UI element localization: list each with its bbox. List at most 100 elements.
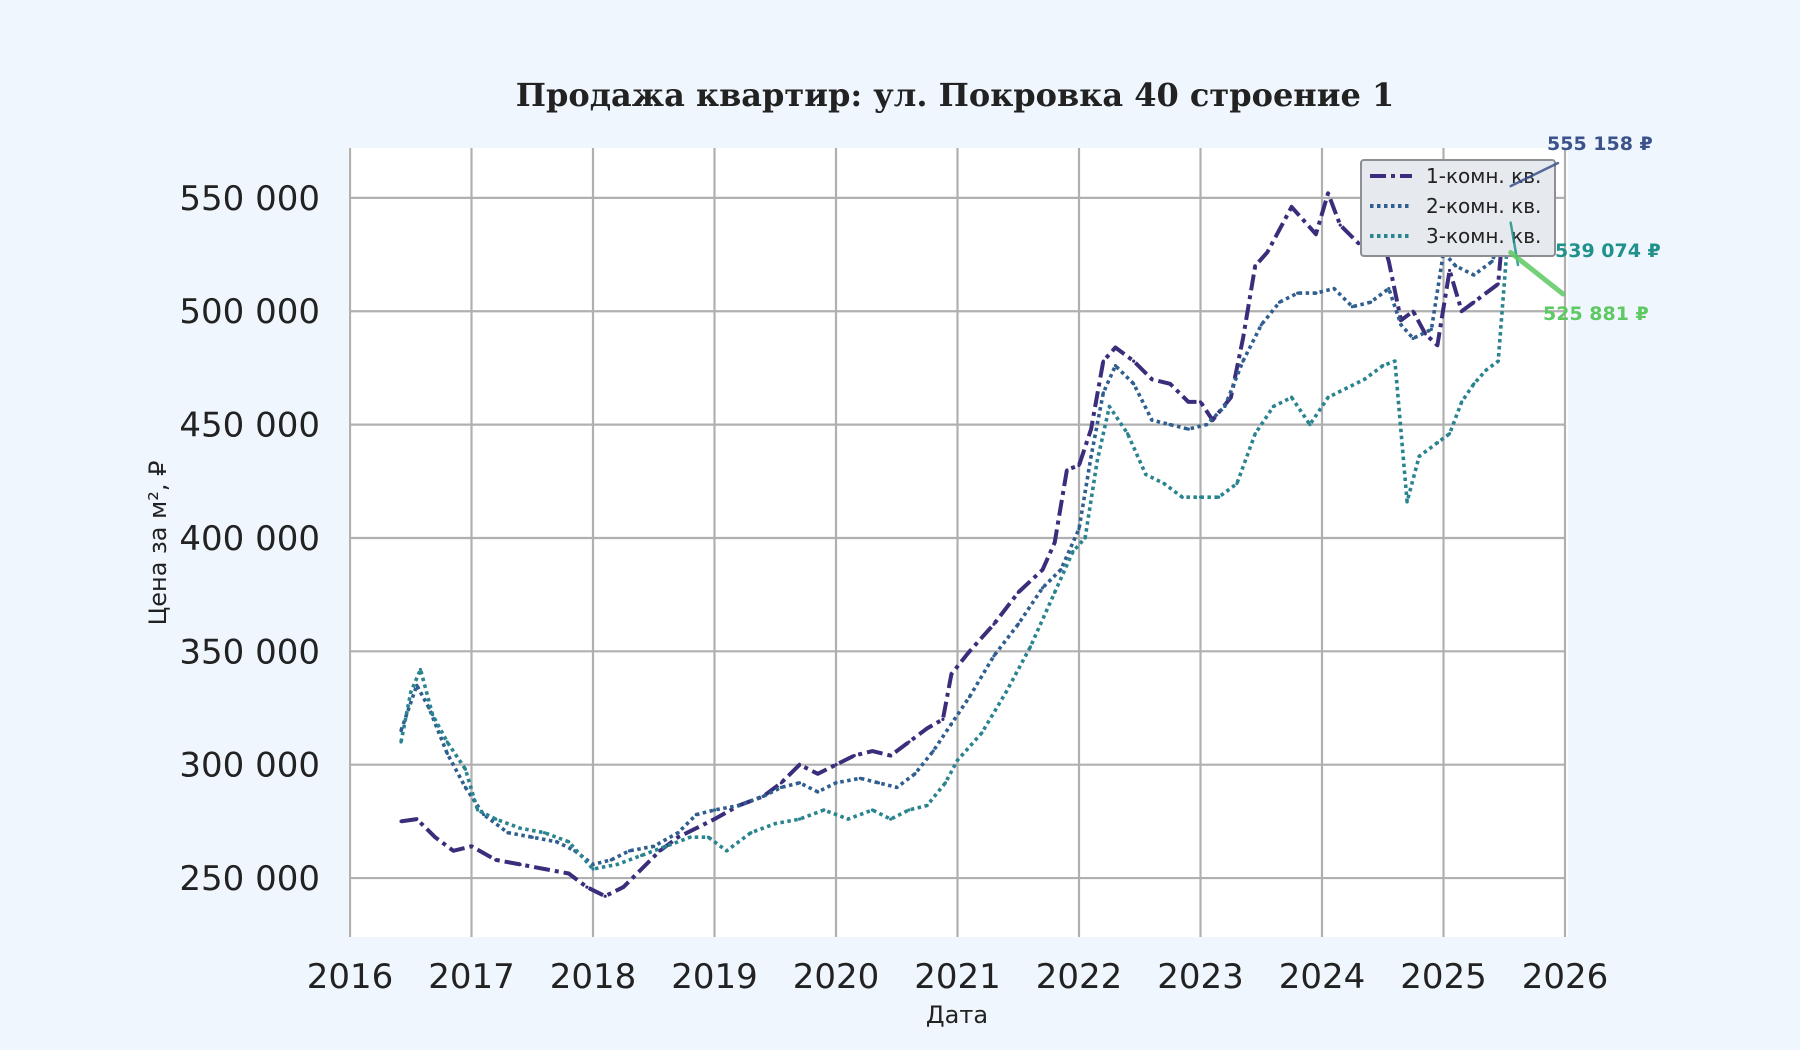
grid-layer [348, 148, 1567, 937]
data-point [1399, 323, 1403, 327]
data-point [925, 803, 929, 808]
y-tick-label: 500 000 [179, 292, 320, 332]
data-point [603, 894, 607, 898]
data-point [1132, 382, 1136, 386]
data-point [870, 808, 875, 812]
y-tick-label: 300 000 [179, 746, 320, 786]
data-point [941, 717, 945, 721]
y-tick-label: 450 000 [179, 406, 320, 446]
data-point [1198, 400, 1203, 404]
data-point [779, 785, 783, 789]
y-tick-label: 550 000 [179, 179, 320, 219]
data-point [542, 867, 547, 871]
y-tick-label: 400 000 [179, 519, 320, 559]
data-point [451, 849, 455, 853]
data-point [415, 683, 419, 687]
series-2 [399, 221, 1509, 867]
data-point [640, 853, 644, 857]
data-point [530, 835, 534, 839]
data-point [1259, 323, 1263, 327]
data-point [968, 695, 972, 699]
data-point [1028, 645, 1032, 649]
data-point [1150, 377, 1154, 381]
data-point [567, 871, 571, 876]
data-point [797, 817, 802, 821]
data-point [640, 867, 644, 871]
data-point [615, 862, 619, 867]
data-point [749, 831, 753, 835]
data-point [676, 831, 680, 835]
data-point [1113, 364, 1118, 368]
data-point [1168, 382, 1172, 386]
data-point [1350, 305, 1354, 309]
data-point [1071, 549, 1075, 554]
data-point [1496, 359, 1500, 363]
data-point [1101, 391, 1105, 395]
data-point [1381, 364, 1385, 368]
data-point [1290, 395, 1294, 399]
data-point [858, 776, 862, 780]
data-point [1186, 427, 1190, 431]
data-point [475, 808, 480, 812]
data-point [773, 822, 777, 826]
data-point [664, 844, 668, 848]
data-point [445, 751, 449, 755]
data-point [797, 781, 802, 785]
data-point [834, 781, 838, 785]
data-point [431, 713, 435, 717]
data-point [968, 649, 972, 653]
legend-label: 2-комн. кв. [1426, 194, 1541, 218]
data-point [876, 781, 881, 785]
data-point [816, 772, 820, 776]
data-point [870, 749, 875, 753]
data-point [1369, 300, 1373, 304]
data-point [1332, 286, 1336, 291]
data-point [652, 844, 656, 848]
data-point [399, 819, 403, 823]
data-point [1162, 481, 1166, 486]
data-point [1405, 500, 1409, 504]
data-point [1417, 454, 1421, 458]
data-point [1077, 463, 1081, 468]
data-point [1326, 191, 1330, 195]
data-point [980, 731, 984, 735]
y-tick-label: 350 000 [179, 632, 320, 672]
data-point [567, 840, 571, 844]
data-point [1472, 382, 1476, 386]
data-point [542, 831, 547, 835]
data-point [1411, 309, 1415, 313]
data-point [712, 808, 717, 812]
data-point [469, 844, 474, 848]
data-point [1053, 590, 1057, 594]
data-point [1150, 418, 1154, 422]
data-point [1253, 264, 1257, 268]
data-point [418, 667, 423, 672]
data-point [1180, 495, 1184, 499]
data-point [1484, 368, 1488, 372]
data-point [943, 781, 947, 785]
legend-box [1360, 159, 1556, 257]
data-point [409, 690, 413, 694]
data-point [1338, 223, 1342, 227]
data-point [1490, 259, 1494, 263]
data-point [931, 749, 935, 753]
data-point [1277, 300, 1282, 304]
data-point [621, 885, 625, 889]
data-point [1083, 536, 1087, 540]
data-point [1107, 404, 1111, 409]
data-point [1496, 282, 1500, 286]
data-point [1229, 395, 1233, 399]
data-point [1265, 250, 1269, 254]
data-point [415, 817, 419, 821]
data-point [949, 722, 954, 726]
x-tick-label: 2018 [550, 957, 637, 997]
x-tick-label: 2019 [671, 957, 758, 997]
data-point [907, 808, 911, 812]
data-point [1089, 454, 1093, 458]
data-point [1411, 336, 1415, 341]
data-point [1435, 441, 1440, 445]
data-point [1113, 345, 1118, 350]
x-tick-label: 2026 [1522, 957, 1609, 997]
series-3 [399, 250, 1509, 871]
x-tick-label: 2016 [307, 957, 394, 997]
